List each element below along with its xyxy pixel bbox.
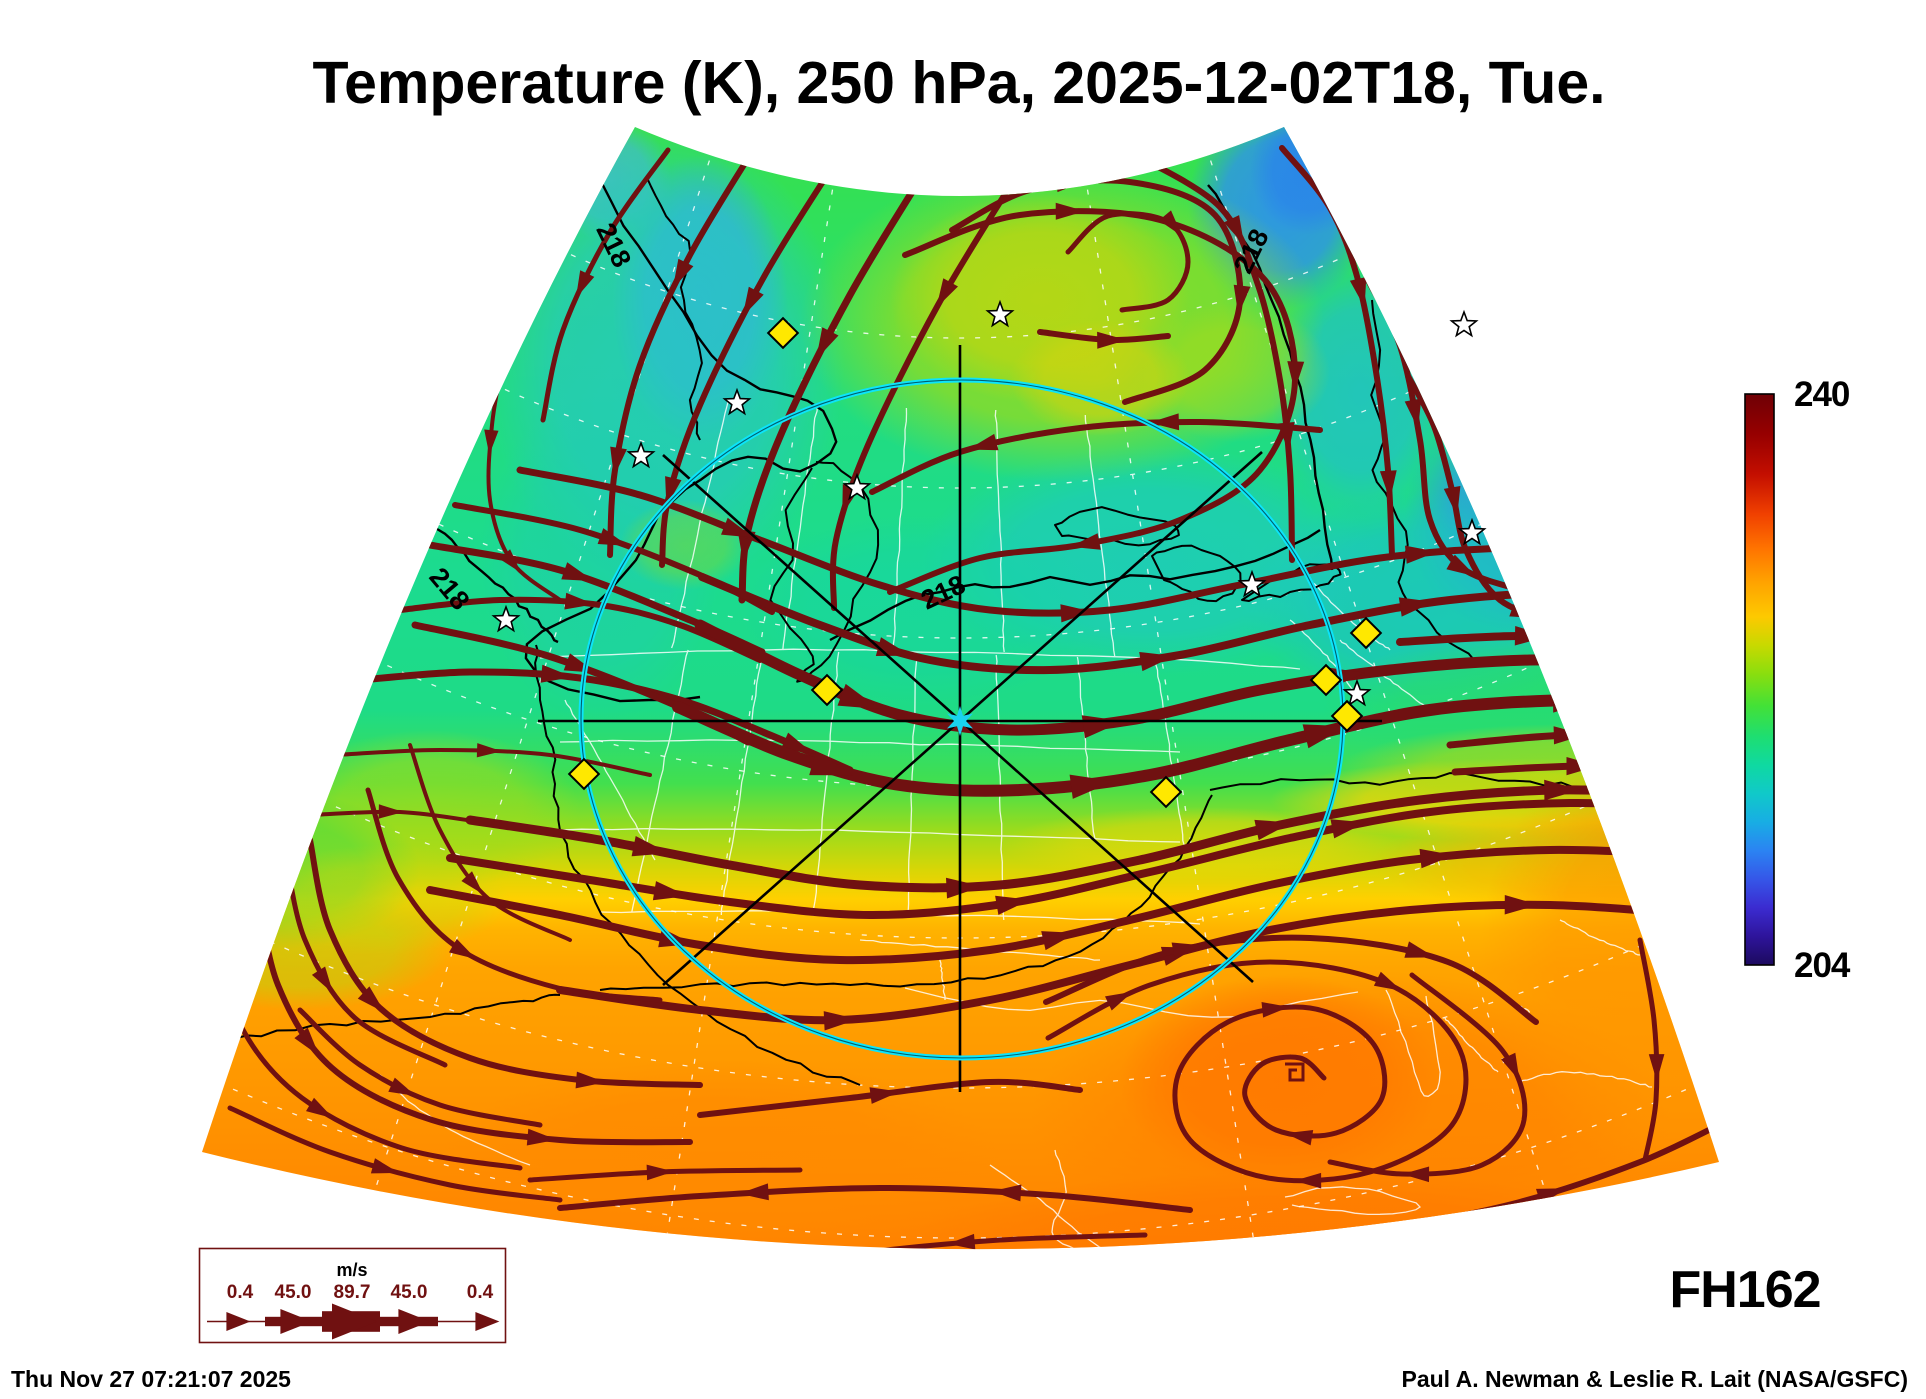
svg-text:89.7: 89.7	[334, 1282, 371, 1303]
svg-text:FH162: FH162	[1669, 1261, 1820, 1319]
svg-text:0.4: 0.4	[227, 1282, 254, 1303]
svg-text:m/s: m/s	[336, 1260, 367, 1280]
svg-text:45.0: 45.0	[391, 1282, 428, 1303]
svg-text:0.4: 0.4	[467, 1282, 494, 1303]
svg-text:Paul A. Newman & Leslie R. Lai: Paul A. Newman & Leslie R. Lait (NASA/GS…	[1401, 1366, 1908, 1392]
svg-text:Temperature (K), 250 hPa, 2025: Temperature (K), 250 hPa, 2025-12-02T18,…	[312, 50, 1605, 116]
svg-text:Thu Nov 27 07:21:07 2025: Thu Nov 27 07:21:07 2025	[11, 1366, 291, 1392]
svg-text:240: 240	[1794, 375, 1850, 414]
svg-text:204: 204	[1794, 946, 1851, 985]
svg-text:45.0: 45.0	[275, 1282, 312, 1303]
